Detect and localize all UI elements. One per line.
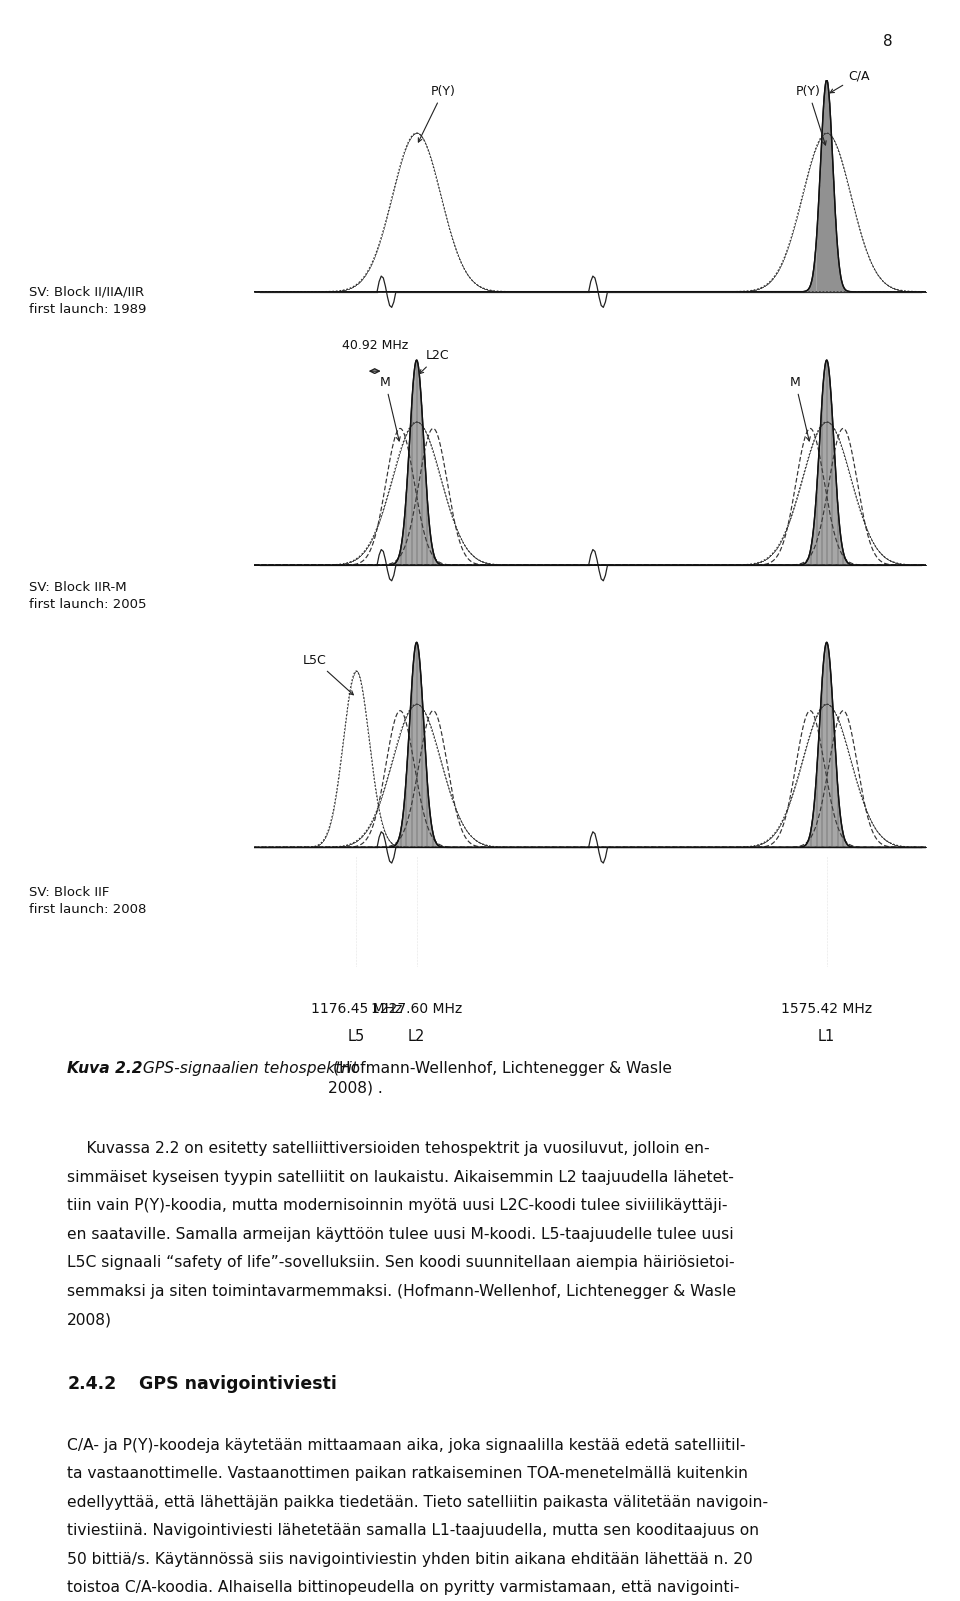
Text: C/A- ja P(Y)-koodeja käytetään mittaamaan aika, joka signaalilla kestää edetä sa: C/A- ja P(Y)-koodeja käytetään mittaamaa…	[67, 1438, 746, 1452]
Text: L5C signaali “safety of life”-sovelluksiin. Sen koodi suunnitellaan aiempia häir: L5C signaali “safety of life”-sovelluksi…	[67, 1255, 734, 1270]
Text: edellyyttää, että lähettäjän paikka tiedetään. Tieto satelliitin paikasta välite: edellyyttää, että lähettäjän paikka tied…	[67, 1495, 768, 1510]
Text: L2: L2	[408, 1029, 425, 1044]
Text: L1: L1	[818, 1029, 835, 1044]
Text: ta vastaanottimelle. Vastaanottimen paikan ratkaiseminen TOA-menetelmällä kuiten: ta vastaanottimelle. Vastaanottimen paik…	[67, 1467, 748, 1481]
Text: 1227.60 MHz: 1227.60 MHz	[371, 1002, 463, 1015]
Text: Kuva 2.2: Kuva 2.2	[67, 1061, 143, 1076]
Text: semmaksi ja siten toimintavarmemmaksi. (Hofmann-Wellenhof, Lichtenegger & Wasle: semmaksi ja siten toimintavarmemmaksi. (…	[67, 1284, 736, 1298]
Text: 2.4.2: 2.4.2	[67, 1375, 116, 1393]
Text: tiin vain P(Y)-koodia, mutta modernisoinnin myötä uusi L2C-koodi tulee siviilikä: tiin vain P(Y)-koodia, mutta modernisoin…	[67, 1198, 728, 1214]
Text: M: M	[380, 376, 400, 440]
Text: SV: Block IIR-M
first launch: 2005: SV: Block IIR-M first launch: 2005	[29, 581, 146, 612]
Text: 1176.45 MHz: 1176.45 MHz	[311, 1002, 402, 1015]
Text: L5C: L5C	[303, 653, 353, 695]
Text: tiviestiinä. Navigointiviesti lähetetään samalla L1-taajuudella, mutta sen koodi: tiviestiinä. Navigointiviesti lähetetään…	[67, 1523, 759, 1539]
Text: 8: 8	[883, 34, 893, 48]
Text: GPS navigointiviesti: GPS navigointiviesti	[139, 1375, 337, 1393]
Text: (Hofmann-Wellenhof, Lichtenegger & Wasle
2008) .: (Hofmann-Wellenhof, Lichtenegger & Wasle…	[328, 1061, 672, 1095]
Text: C/A: C/A	[830, 69, 870, 93]
Text: SV: Block IIF
first launch: 2008: SV: Block IIF first launch: 2008	[29, 885, 146, 916]
Text: M: M	[790, 376, 810, 440]
Text: toistoa C/A-koodia. Alhaisella bittinopeudella on pyritty varmistamaan, että nav: toistoa C/A-koodia. Alhaisella bittinope…	[67, 1580, 740, 1595]
Text: simmäiset kyseisen tyypin satelliitit on laukaistu. Aikaisemmin L2 taajuudella l: simmäiset kyseisen tyypin satelliitit on…	[67, 1170, 734, 1185]
Text: 50 bittiä/s. Käytännössä siis navigointiviestin yhden bitin aikana ehditään lähe: 50 bittiä/s. Käytännössä siis navigointi…	[67, 1551, 753, 1567]
Text: GPS-signaalien tehospektrit: GPS-signaalien tehospektrit	[138, 1061, 358, 1076]
Text: 2008): 2008)	[67, 1313, 112, 1327]
Text: 40.92 MHz: 40.92 MHz	[342, 339, 408, 352]
Text: SV: Block II/IIA/IIR
first launch: 1989: SV: Block II/IIA/IIR first launch: 1989	[29, 285, 146, 315]
Text: P(Y): P(Y)	[419, 85, 456, 142]
Text: L5: L5	[348, 1029, 365, 1044]
Text: L2C: L2C	[420, 349, 449, 373]
Text: P(Y): P(Y)	[796, 85, 827, 146]
Text: 1575.42 MHz: 1575.42 MHz	[781, 1002, 873, 1015]
Text: en saataville. Samalla armeijan käyttöön tulee uusi M-koodi. L5-taajuudelle tule: en saataville. Samalla armeijan käyttöön…	[67, 1226, 733, 1242]
Text: Kuvassa 2.2 on esitetty satelliittiversioiden tehospektrit ja vuosiluvut, jolloi: Kuvassa 2.2 on esitetty satelliittiversi…	[67, 1142, 709, 1156]
